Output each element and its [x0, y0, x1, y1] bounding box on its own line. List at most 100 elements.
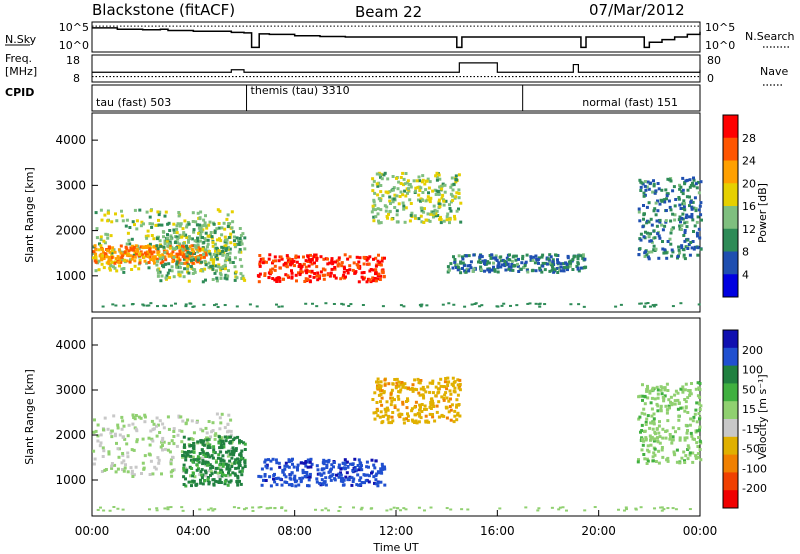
range-cell: [188, 237, 192, 241]
range-cell: [324, 476, 328, 480]
range-cell: [434, 193, 438, 196]
range-cell: [337, 258, 341, 262]
range-cell: [650, 421, 654, 425]
nsky-left-tick: 10^5: [59, 21, 89, 34]
range-cell: [647, 234, 651, 238]
range-cell: [340, 477, 343, 480]
range-cell: [191, 220, 195, 223]
range-cell: [227, 269, 230, 273]
range-cell: [154, 223, 158, 227]
range-cell: [685, 436, 689, 440]
range-cell: [146, 229, 150, 233]
range-cell: [391, 411, 395, 414]
range-cell: [150, 419, 154, 423]
range-cell: [234, 447, 238, 451]
range-cell: [497, 262, 501, 266]
range-cell: [331, 260, 335, 264]
range-cell: [500, 263, 504, 267]
range-cell: [457, 403, 461, 406]
range-cell: [221, 463, 225, 466]
range-cell: [662, 508, 666, 511]
range-cell: [643, 429, 647, 433]
range-cell: [407, 386, 410, 390]
range-cell: [303, 280, 307, 283]
range-cell: [668, 433, 672, 436]
range-cell: [121, 419, 125, 423]
freq-right-tick: 0: [707, 72, 714, 85]
range-cell: [372, 268, 376, 272]
range-cell: [192, 258, 195, 262]
range-cell: [263, 474, 267, 478]
range-cell: [339, 471, 342, 475]
range-cell: [417, 506, 421, 509]
range-cell: [494, 256, 498, 260]
range-cell: [445, 387, 449, 391]
range-cell: [686, 429, 689, 432]
range-cell: [397, 380, 401, 384]
range-cell: [636, 460, 640, 464]
range-cell: [642, 407, 646, 411]
range-cell: [386, 216, 389, 220]
range-cell: [155, 416, 159, 420]
range-cell: [99, 208, 103, 212]
x-tick-label: 08:00: [277, 524, 312, 538]
range-cell: [206, 242, 210, 246]
range-cell: [433, 419, 437, 423]
range-cell: [193, 270, 197, 274]
range-cell: [292, 465, 296, 469]
range-cell: [261, 261, 265, 265]
range-cell: [116, 426, 120, 430]
range-cell: [205, 245, 209, 249]
range-cell: [646, 384, 649, 388]
range-cell: [548, 269, 552, 273]
range-cell: [573, 254, 576, 258]
range-cell: [698, 448, 702, 451]
range-cell: [571, 268, 575, 271]
range-cell: [441, 303, 445, 306]
range-cell: [110, 464, 114, 468]
range-cell: [372, 475, 376, 479]
range-cell: [533, 261, 537, 265]
range-cell: [514, 254, 518, 258]
range-cell: [642, 453, 646, 456]
range-cell: [651, 304, 655, 307]
range-cell: [223, 240, 227, 244]
range-cell: [289, 263, 293, 267]
range-cell: [182, 435, 186, 439]
range-cell: [291, 462, 294, 466]
range-cell: [199, 481, 203, 485]
range-cell: [406, 397, 409, 401]
range-cell: [195, 468, 199, 472]
range-cell: [207, 234, 211, 238]
range-cell: [202, 443, 206, 447]
range-cell: [273, 268, 277, 272]
range-cell: [399, 388, 403, 392]
y-tick-label: 3000: [55, 178, 86, 192]
range-cell: [182, 454, 186, 458]
range-cell: [187, 437, 191, 441]
colorbar-tick-label: -15: [742, 423, 760, 436]
range-cell: [143, 251, 147, 255]
range-cell: [377, 471, 381, 475]
range-cell: [373, 277, 377, 280]
range-cell: [185, 225, 189, 229]
range-cell: [334, 276, 338, 280]
range-cell: [192, 447, 196, 450]
range-cell: [329, 468, 333, 472]
range-cell: [227, 480, 231, 484]
range-cell: [145, 261, 149, 265]
range-cell: [656, 232, 660, 236]
range-cell: [182, 231, 186, 235]
range-cell: [192, 450, 196, 454]
range-cell: [298, 263, 302, 266]
range-cell: [191, 250, 195, 254]
range-cell: [642, 191, 646, 195]
range-cell: [181, 248, 185, 252]
range-cell: [536, 258, 540, 262]
range-cell: [443, 393, 447, 397]
range-cell: [690, 215, 694, 219]
range-cell: [437, 390, 441, 394]
range-cell: [372, 257, 375, 261]
range-cell: [345, 269, 349, 272]
range-cell: [227, 468, 231, 472]
